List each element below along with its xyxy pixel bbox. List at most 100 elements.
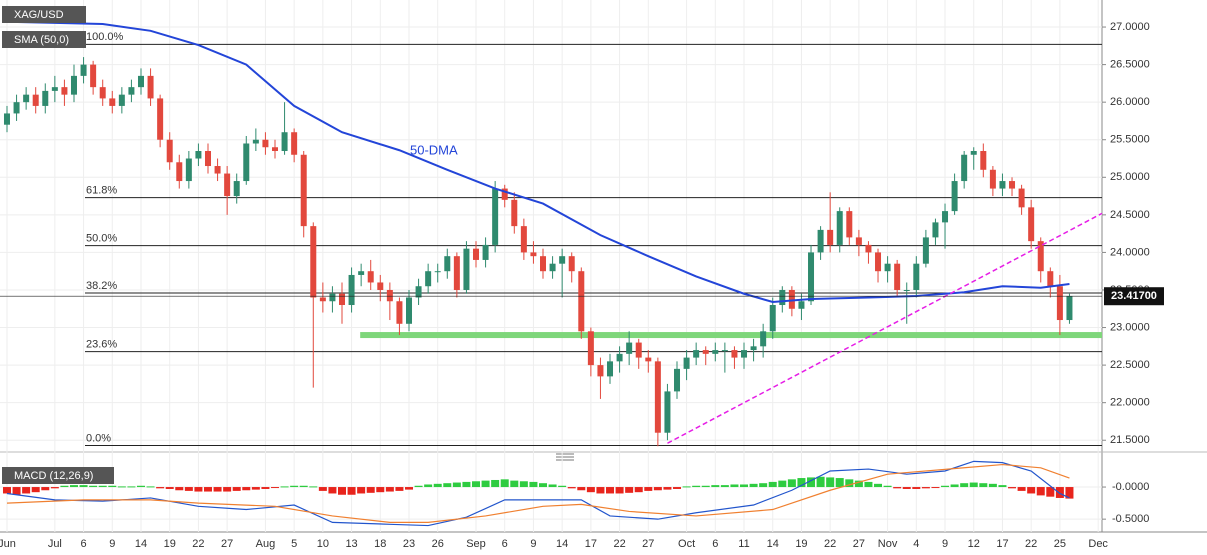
candle-body (339, 293, 345, 306)
candle-body (42, 90, 49, 106)
candle-body (721, 350, 728, 352)
candle-body (760, 331, 767, 347)
candle-body (817, 229, 824, 253)
price-tag-label: 23.41700 (1111, 290, 1157, 302)
histogram-bar (883, 485, 892, 488)
x-tick-label: Oct (678, 538, 695, 550)
x-tick-label: 27 (853, 538, 865, 550)
histogram-bar (414, 485, 423, 488)
candle-body (712, 350, 719, 354)
x-tick-label: 6 (80, 538, 86, 550)
histogram-bar (232, 487, 241, 491)
x-tick-label: Sep (466, 538, 486, 550)
histogram-bar (663, 487, 672, 490)
histogram-bar (577, 487, 586, 491)
annotation: 50-DMA (410, 142, 458, 157)
x-tick-label: 9 (530, 538, 536, 550)
histogram-bar (893, 487, 902, 489)
x-tick-label: 6 (502, 538, 508, 550)
candle-body (23, 94, 30, 103)
candle-body (559, 256, 566, 264)
x-tick-label: 27 (642, 538, 654, 550)
histogram-bar (1046, 487, 1055, 497)
histogram-bar (759, 483, 768, 488)
histogram-bar (644, 487, 653, 491)
histogram-bar (395, 487, 404, 491)
y-tick-label: 25.0000 (1110, 171, 1150, 183)
legend-symbol (2, 6, 114, 484)
histogram-bar (548, 484, 557, 488)
histogram-bar (529, 481, 538, 488)
candle-body (300, 154, 307, 227)
candle-body (702, 350, 709, 354)
histogram-bar (194, 487, 203, 492)
histogram-bar (309, 486, 318, 488)
histogram-bar (146, 486, 155, 488)
candle-body (262, 139, 269, 148)
histogram-bar (290, 485, 299, 488)
y-tick-label: 26.0000 (1110, 96, 1150, 108)
candle-body (176, 162, 183, 182)
x-tick-label: 19 (164, 538, 176, 550)
x-tick-label: 11 (738, 538, 749, 550)
histogram-bar (1008, 487, 1017, 489)
x-tick-label: 5 (291, 538, 297, 550)
fib-label: 38.2% (86, 280, 117, 292)
candle-body (319, 297, 326, 302)
candle-body (674, 368, 681, 392)
fib-label: 50.0% (86, 233, 117, 245)
histogram-bar (558, 485, 567, 488)
x-tick-label: 13 (345, 538, 357, 550)
fib-label: 23.6% (86, 338, 117, 350)
histogram-bar (701, 485, 710, 488)
sma-line (6, 20, 1070, 304)
candle-body (970, 151, 977, 155)
y-tick-label: 24.5000 (1110, 209, 1150, 221)
x-tick-label: 12 (968, 538, 980, 550)
histogram-bar (1036, 487, 1045, 496)
histogram-bar (816, 476, 825, 488)
histogram-bar (998, 485, 1007, 488)
candle-body (118, 94, 125, 106)
candle-body (329, 293, 336, 302)
histogram-bar (1055, 487, 1064, 498)
histogram-bar (912, 487, 921, 489)
histogram-bar (519, 481, 528, 488)
candle-body (70, 75, 77, 95)
candle-body (80, 64, 87, 76)
candle-body (348, 274, 355, 306)
layers: Jun Jul 6 9 14 19 22 27 Aug 5 10 13 18 23 26 Sep 6 9 14 17 2… (0, 0, 1164, 550)
candle-body (693, 350, 700, 358)
histogram-bar (117, 486, 126, 488)
histogram-bar (586, 487, 595, 493)
histogram-bar (874, 483, 883, 488)
x-tick-label: Nov (878, 538, 898, 550)
histogram-bar (98, 485, 107, 488)
instrument-label: XAG/USD (14, 9, 64, 21)
y-tick-label: 22.5000 (1110, 359, 1150, 371)
candle-body (530, 252, 537, 257)
candle-body (750, 346, 757, 351)
candle-body (645, 357, 652, 362)
candle-body (425, 271, 432, 287)
histogram-bar (12, 487, 21, 495)
candle-body (109, 98, 116, 106)
candle-body (855, 237, 862, 245)
candle-body (1037, 241, 1044, 272)
candle-body (233, 181, 240, 197)
histogram-bar (60, 485, 69, 488)
candle-body (3, 113, 10, 125)
histogram-bar (845, 479, 854, 488)
histogram-bar (481, 480, 490, 488)
candle-body (989, 169, 996, 189)
candle-body (942, 211, 949, 223)
candle-body (501, 188, 508, 200)
histogram-bar (634, 487, 643, 493)
x-tick-label: 14 (135, 538, 147, 550)
candle-body (453, 256, 460, 290)
candle-body (540, 256, 547, 272)
resize-handle[interactable] (556, 453, 574, 461)
macd-line (6, 460, 1070, 527)
